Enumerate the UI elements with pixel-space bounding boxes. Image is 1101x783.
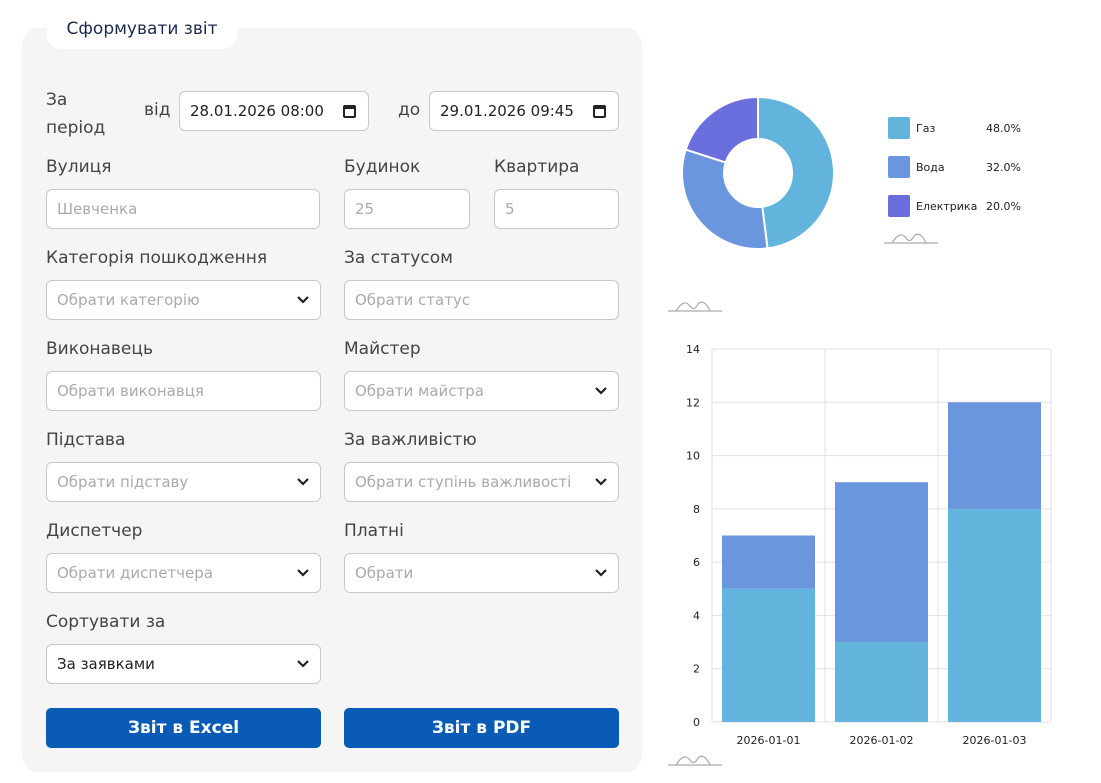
legend-label: Газ xyxy=(916,121,936,135)
bar-Вода-2026-01-01[interactable] xyxy=(722,535,815,589)
donut-slice-0[interactable] xyxy=(757,95,835,250)
from-label: від xyxy=(144,100,171,120)
chevron-down-icon xyxy=(297,660,309,668)
master-select[interactable]: Обрати майстра xyxy=(344,371,619,411)
legend-label: Вода xyxy=(916,160,945,174)
legend-value: 32.0% xyxy=(986,160,1021,174)
apartment-input[interactable]: 5 xyxy=(494,189,619,229)
master-value: Обрати майстра xyxy=(355,382,484,400)
stacked-bar-chart: 0 2 4 6 8 10 12 14 2026-01-01 2026-01-02 2026-01-0… xyxy=(686,343,1052,747)
paid-value: Обрати xyxy=(355,564,414,582)
y-tick-label: 12 xyxy=(686,396,700,409)
x-tick-label: 2026-01-03 xyxy=(963,734,1027,747)
paid-label: Платні xyxy=(344,521,404,541)
chevron-down-icon xyxy=(595,569,607,577)
y-tick-label: 6 xyxy=(693,556,700,569)
legend-swatch xyxy=(888,195,910,217)
basis-value: Обрати підставу xyxy=(57,473,189,491)
pdf-report-button[interactable]: Звіт в PDF xyxy=(344,708,619,748)
date-to-input[interactable]: 29.01.2026 09:45 xyxy=(429,91,619,131)
street-label: Вулиця xyxy=(46,157,112,177)
tab-generate-report[interactable]: Сформувати звіт xyxy=(47,8,237,49)
paid-select[interactable]: Обрати xyxy=(344,553,619,593)
chevron-down-icon xyxy=(595,478,607,486)
calendar-icon[interactable] xyxy=(593,105,606,118)
house-input[interactable]: 25 xyxy=(344,189,470,229)
y-tick-label: 0 xyxy=(693,716,700,729)
period-label: За період xyxy=(46,90,106,138)
basis-label: Підстава xyxy=(46,430,126,450)
bar-Вода-2026-01-03[interactable] xyxy=(948,402,1041,509)
donut-chart xyxy=(681,95,835,250)
basis-select[interactable]: Обрати підставу xyxy=(46,462,321,502)
chevron-down-icon xyxy=(297,478,309,486)
y-tick-label: 4 xyxy=(693,609,700,622)
importance-label: За важливістю xyxy=(344,430,477,450)
status-input[interactable]: Обрати статус xyxy=(344,280,619,320)
chart-watermark-icon xyxy=(668,301,722,312)
to-label: до xyxy=(398,100,421,120)
bar-Газ-2026-01-03[interactable] xyxy=(948,508,1041,722)
category-label: Категорія пошкодження xyxy=(46,248,268,268)
y-tick-label: 2 xyxy=(693,663,700,676)
executor-input[interactable]: Обрати виконавця xyxy=(46,371,321,411)
status-label: За статусом xyxy=(344,248,453,268)
chevron-down-icon xyxy=(297,569,309,577)
date-from-value: 28.01.2026 08:00 xyxy=(190,102,324,120)
sort-label: Сортувати за xyxy=(46,612,166,632)
dispatcher-select[interactable]: Обрати диспетчера xyxy=(46,553,321,593)
bar-Вода-2026-01-02[interactable] xyxy=(835,482,928,643)
chart-watermark-icon xyxy=(884,233,938,244)
chevron-down-icon xyxy=(297,296,309,304)
executor-value: Обрати виконавця xyxy=(57,382,204,400)
y-tick-label: 10 xyxy=(686,450,700,463)
legend-label: Електрика xyxy=(916,199,978,213)
dispatcher-label: Диспетчер xyxy=(46,521,143,541)
chevron-down-icon xyxy=(595,387,607,395)
legend-item[interactable]: Вода 32.0% xyxy=(888,156,1021,178)
importance-value: Обрати ступінь важливості xyxy=(355,473,572,491)
legend-item[interactable]: Електрика 20.0% xyxy=(888,195,1021,217)
x-tick-label: 2026-01-02 xyxy=(850,734,914,747)
x-tick-label: 2026-01-01 xyxy=(737,734,801,747)
importance-select[interactable]: Обрати ступінь важливості xyxy=(344,462,619,502)
legend-value: 20.0% xyxy=(986,199,1021,213)
donut-slice-2[interactable] xyxy=(684,95,759,164)
dispatcher-value: Обрати диспетчера xyxy=(57,564,213,582)
date-from-input[interactable]: 28.01.2026 08:00 xyxy=(179,91,369,131)
category-value: Обрати категорію xyxy=(57,291,200,309)
legend-swatch xyxy=(888,117,910,139)
date-to-value: 29.01.2026 09:45 xyxy=(440,102,574,120)
executor-label: Виконавець xyxy=(46,339,153,359)
y-tick-label: 14 xyxy=(686,343,700,356)
sort-value: За заявками xyxy=(57,655,155,673)
category-select[interactable]: Обрати категорію xyxy=(46,280,321,320)
status-value: Обрати статус xyxy=(355,291,471,309)
legend-swatch xyxy=(888,156,910,178)
sort-select[interactable]: За заявками xyxy=(46,644,321,684)
excel-report-button[interactable]: Звіт в Excel xyxy=(46,708,321,748)
chart-watermark-icon xyxy=(668,755,722,766)
apartment-label: Квартира xyxy=(494,157,580,177)
street-input[interactable]: Шевченка xyxy=(46,189,320,229)
y-tick-label: 8 xyxy=(693,503,700,516)
bar-Газ-2026-01-02[interactable] xyxy=(835,642,928,722)
donut-slice-1[interactable] xyxy=(681,148,769,250)
legend-item[interactable]: Газ 48.0% xyxy=(888,117,1021,139)
bar-Газ-2026-01-01[interactable] xyxy=(722,588,815,722)
legend-value: 48.0% xyxy=(986,121,1021,135)
master-label: Майстер xyxy=(344,339,421,359)
calendar-icon[interactable] xyxy=(343,105,356,118)
house-label: Будинок xyxy=(344,157,421,177)
